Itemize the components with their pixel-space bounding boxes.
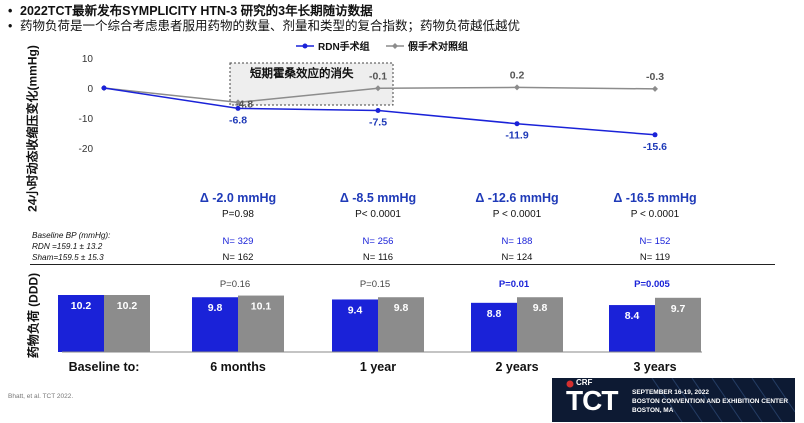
baseline-info: Baseline BP (mmHg): RDN =159.1 ± 13.2 Sh… bbox=[32, 230, 110, 263]
divider bbox=[30, 264, 775, 265]
bar-rdn bbox=[58, 295, 104, 352]
x-category-label: 3 years bbox=[633, 360, 677, 374]
data-point bbox=[235, 99, 241, 106]
x-category-label: 2 years bbox=[495, 360, 539, 374]
bullet-2-text: 药物负荷是一个综合考虑患者服用药物的数量、剂量和类型的复合指数；药物负荷越低越优 bbox=[20, 19, 521, 33]
logo-venue: BOSTON CONVENTION AND EXHIBITION CENTER bbox=[632, 398, 789, 405]
bullet-dot: • bbox=[8, 4, 13, 18]
bar-sham bbox=[238, 295, 284, 352]
logo-tct: TCT bbox=[566, 385, 618, 416]
legend-label-sham: 假手术对照组 bbox=[408, 40, 468, 53]
logo-dates: SEPTEMBER 16-19, 2022 bbox=[632, 389, 709, 396]
bar-value-label: 10.1 bbox=[251, 301, 272, 313]
data-point bbox=[652, 85, 658, 92]
annotation-box-label: 短期霍桑效应的消失 bbox=[250, 68, 354, 80]
n-sham: N= 124 bbox=[501, 252, 533, 263]
n-rdn: N= 329 bbox=[222, 236, 254, 247]
bullet-2: • 药物负荷是一个综合考虑患者服用药物的数量、剂量和类型的复合指数；药物负荷越低越… bbox=[8, 19, 520, 34]
bar-pvalue: P=0.16 bbox=[219, 279, 251, 290]
n-sham: N= 116 bbox=[362, 252, 394, 263]
data-label: -15.6 bbox=[643, 141, 667, 153]
delta-pvalue: P=0.98 bbox=[222, 209, 254, 220]
n-rdn: N= 152 bbox=[639, 236, 671, 247]
logo-crf: CRF bbox=[576, 378, 593, 387]
data-point bbox=[235, 105, 241, 111]
data-point bbox=[514, 121, 520, 127]
bar-value-label: 9.4 bbox=[348, 304, 363, 316]
n-sham: N= 119 bbox=[639, 252, 671, 263]
x-category-label: Baseline to: bbox=[68, 360, 140, 374]
n-rdn: N= 256 bbox=[362, 236, 394, 247]
logo-city: BOSTON, MA bbox=[632, 407, 674, 414]
data-point bbox=[514, 84, 520, 91]
bar-pvalue: P=0.15 bbox=[359, 279, 391, 290]
y-tick-label: 0 bbox=[87, 84, 93, 95]
baseline-rdn: RDN =159.1 ± 13.2 bbox=[32, 242, 103, 251]
bar-sham bbox=[517, 297, 563, 352]
bar-value-label: 8.4 bbox=[625, 310, 640, 322]
bullet-1: • 2022TCT最新发布SYMPLICITY HTN-3 研究的3年长期随访数据 bbox=[8, 4, 373, 19]
y-tick-label: 10 bbox=[82, 54, 94, 65]
bar-pvalue: P=0.01 bbox=[498, 279, 530, 290]
data-point bbox=[652, 132, 658, 138]
data-label: -0.3 bbox=[646, 71, 664, 83]
data-label: 0.2 bbox=[510, 69, 525, 81]
legend-marker-sham bbox=[392, 43, 398, 49]
delta-pvalue: P< 0.0001 bbox=[355, 209, 401, 220]
bar-sham bbox=[655, 297, 701, 352]
bar-value-label: 9.7 bbox=[671, 303, 686, 315]
delta-pvalue: P < 0.0001 bbox=[630, 209, 680, 220]
annotation-box bbox=[229, 62, 394, 106]
delta-pvalue: P < 0.0001 bbox=[492, 209, 542, 220]
delta-value: Δ -2.0 mmHg bbox=[199, 191, 277, 205]
x-category-label: 1 year bbox=[359, 360, 397, 374]
data-point bbox=[375, 108, 381, 113]
bar-sham bbox=[104, 295, 150, 352]
bar-value-label: 10.2 bbox=[117, 300, 138, 312]
bar-value-label: 8.8 bbox=[487, 308, 502, 320]
delta-value: Δ -16.5 mmHg bbox=[613, 191, 697, 205]
bar-value-label: 10.2 bbox=[71, 300, 92, 312]
bar-pvalue: P=0.005 bbox=[634, 279, 670, 290]
legend-marker-rdn bbox=[302, 43, 308, 49]
delta-value: Δ -8.5 mmHg bbox=[339, 191, 417, 205]
n-sham: N= 162 bbox=[222, 252, 254, 263]
x-category-label: 6 months bbox=[210, 360, 266, 374]
bullet-1-text: 2022TCT最新发布SYMPLICITY HTN-3 研究的3年长期随访数据 bbox=[20, 4, 373, 18]
bar-value-label: 9.8 bbox=[533, 302, 548, 314]
bar-value-label: 9.8 bbox=[208, 302, 223, 314]
tct-logo: CRF TCT SEPTEMBER 16-19, 2022 BOSTON CON… bbox=[552, 378, 795, 422]
baseline-sham: Sham=159.5 ± 15.3 bbox=[32, 253, 104, 262]
citation: Bhatt, et al. TCT 2022. bbox=[8, 393, 74, 400]
bar-value-label: 9.8 bbox=[394, 302, 409, 314]
data-label: -7.5 bbox=[369, 117, 387, 129]
n-rdn: N= 188 bbox=[501, 236, 533, 247]
bullet-dot: • bbox=[8, 19, 13, 33]
data-label: -11.9 bbox=[505, 130, 529, 142]
bar-rdn bbox=[332, 299, 378, 352]
data-label: -0.1 bbox=[369, 70, 387, 82]
bar-sham bbox=[378, 297, 424, 352]
data-point bbox=[101, 85, 107, 91]
data-label: -6.8 bbox=[229, 114, 247, 126]
delta-value: Δ -12.6 mmHg bbox=[475, 191, 559, 205]
bar-rdn bbox=[471, 302, 517, 352]
bar-rdn bbox=[609, 305, 655, 352]
legend-label-rdn: RDN手术组 bbox=[318, 40, 370, 53]
y-tick-label: -20 bbox=[79, 144, 94, 155]
data-point bbox=[375, 85, 381, 92]
y-tick-label: -10 bbox=[79, 114, 94, 125]
baseline-title: Baseline BP (mmHg): bbox=[32, 231, 111, 240]
bar-rdn bbox=[192, 297, 238, 352]
logo-graphic bbox=[552, 378, 795, 422]
